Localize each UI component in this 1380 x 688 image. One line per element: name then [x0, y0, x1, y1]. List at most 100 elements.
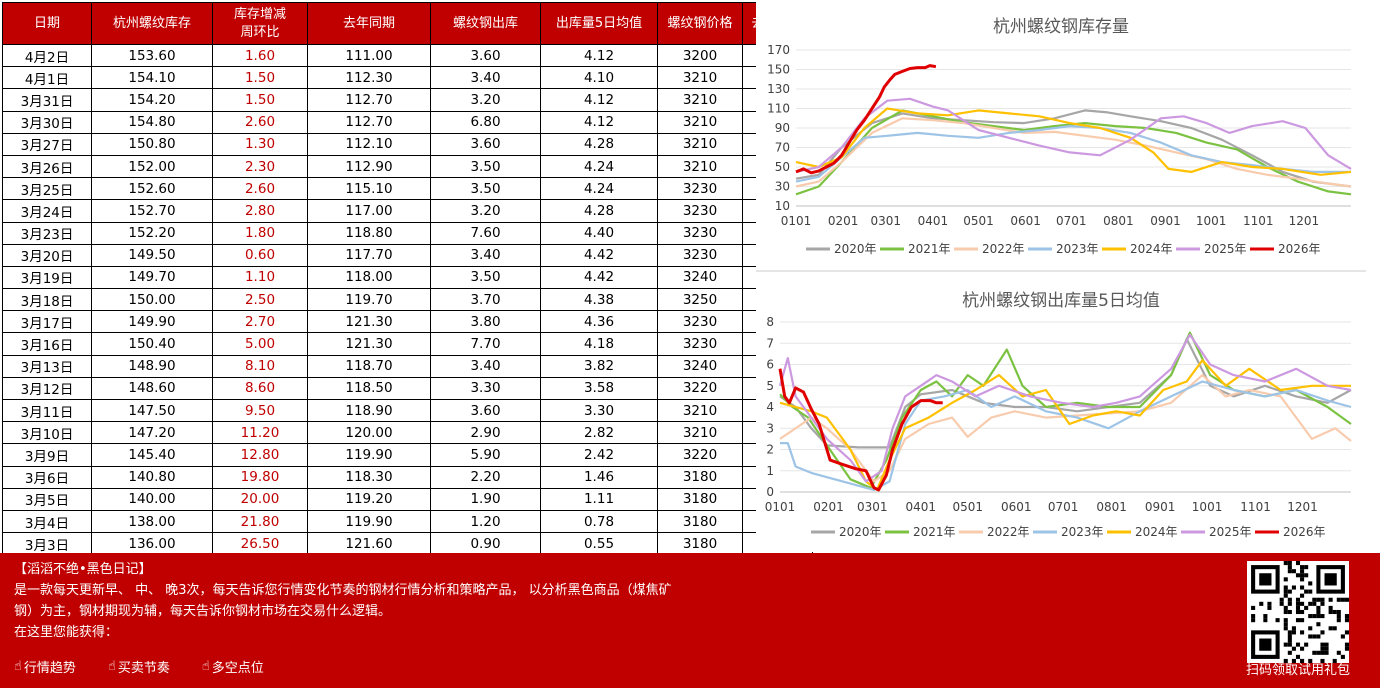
cell-outbound: 3.60: [430, 43, 541, 68]
legend-item: 2023年: [1028, 242, 1099, 256]
cell-weekly-change: 11.20: [212, 421, 308, 445]
x-tick-label: 0101: [781, 214, 812, 228]
cell-outbound-5d-avg: 0.55: [540, 532, 658, 556]
x-tick-label: 0401: [918, 214, 949, 228]
outbound-chart-title: 杭州螺纹钢出库量5日均值: [962, 291, 1160, 311]
x-tick-label: 1101: [1240, 500, 1271, 514]
cell-last-year-inventory: 118.70: [307, 354, 431, 378]
cell-price: 3250: [657, 288, 743, 312]
cell-last-year-inventory: 111.00: [307, 43, 431, 68]
cell-weekly-change: 19.80: [212, 465, 308, 489]
cell-outbound-5d-avg: 4.28: [540, 199, 658, 223]
qr-code[interactable]: [1247, 561, 1349, 663]
cell-inventory: 150.00: [91, 288, 213, 312]
y-tick-label: 8: [766, 315, 774, 329]
legend-label: 2026年: [1278, 242, 1321, 256]
legend-item: 2022年: [954, 242, 1025, 256]
thumbs-up-icon: ☝: [107, 659, 116, 674]
cell-price: 3210: [657, 88, 743, 112]
col-header-outbound: 螺纹钢出库: [430, 2, 541, 45]
x-tick-label: 0901: [1145, 500, 1176, 514]
cell-last-year-inventory: 119.70: [307, 288, 431, 312]
cell-outbound: 3.60: [430, 398, 541, 423]
cell-price: 3240: [657, 265, 743, 290]
cell-last-year-inventory: 121.30: [307, 310, 431, 334]
cell-outbound-5d-avg: 4.12: [540, 43, 658, 68]
cell-last-year-inventory: 121.30: [307, 332, 431, 356]
cell-date: 3月9日: [2, 443, 92, 467]
cell-outbound-5d-avg: 3.30: [540, 398, 658, 423]
cell-weekly-change: 2.70: [212, 310, 308, 334]
cell-date: 3月17日: [2, 310, 92, 334]
legend-label: 2025年: [1209, 525, 1252, 539]
cell-outbound: 6.80: [430, 110, 541, 134]
cell-outbound-5d-avg: 4.28: [540, 132, 658, 156]
thumbs-up-icon: ☝: [14, 659, 22, 674]
col-header-date: 日期: [2, 2, 92, 45]
cell-date: 4月1日: [2, 66, 92, 90]
cell-outbound-5d-avg: 4.10: [540, 66, 658, 90]
cell-date: 3月25日: [2, 177, 92, 201]
cell-inventory: 152.20: [91, 221, 213, 245]
cell-price: 3180: [657, 487, 743, 511]
legend-item: 2024年: [1102, 242, 1173, 256]
x-tick-label: 0301: [870, 214, 901, 228]
cell-price: 3180: [657, 532, 743, 556]
cell-weekly-change: 8.60: [212, 376, 308, 401]
y-tick-label: 7: [766, 336, 774, 350]
cell-date: 3月23日: [2, 221, 92, 245]
x-tick-label: 1001: [1196, 214, 1227, 228]
cell-last-year-inventory: 117.00: [307, 199, 431, 223]
promo-desc-line1: 是一款每天更新早、 中、 晚3次，每天告诉您行情变化节奏的钢材行情分析和策略产品…: [14, 583, 672, 598]
cell-date: 3月30日: [2, 110, 92, 134]
x-tick-label: 0701: [1048, 500, 1079, 514]
cell-date: 3月5日: [2, 487, 92, 511]
legend-item: 2024年: [1107, 525, 1178, 539]
cell-inventory: 148.90: [91, 354, 213, 378]
legend-item: 2022年: [959, 525, 1030, 539]
series-line-2021年: [795, 109, 1352, 196]
cell-weekly-change: 1.50: [212, 88, 308, 112]
cell-outbound: 3.40: [430, 66, 541, 90]
cell-date: 3月18日: [2, 288, 92, 312]
legend-label: 2023年: [1061, 525, 1104, 539]
y-tick-label: 130: [767, 82, 790, 96]
y-tick-label: 110: [767, 102, 790, 116]
cell-weekly-change: 12.80: [212, 443, 308, 467]
cell-inventory: 152.70: [91, 199, 213, 223]
cell-date: 3月16日: [2, 332, 92, 356]
cell-outbound: 2.20: [430, 465, 541, 489]
cell-outbound-5d-avg: 4.12: [540, 88, 658, 112]
cell-date: 3月31日: [2, 88, 92, 112]
cell-inventory: 149.50: [91, 243, 213, 267]
cell-outbound-5d-avg: 4.38: [540, 288, 658, 312]
series-line-2025年: [778, 333, 1352, 483]
cell-last-year-inventory: 112.90: [307, 154, 431, 179]
series-line-2020年: [795, 109, 1352, 188]
cell-price: 3200: [657, 43, 743, 68]
y-tick-label: 10: [775, 199, 790, 213]
inventory-table: 日期 杭州螺纹库存 库存增减 周环比 去年同期 螺纹钢出库 出库量5日均值 螺纹…: [2, 2, 813, 556]
cell-date: 3月19日: [2, 265, 92, 290]
legend-item: 2023年: [1033, 525, 1104, 539]
cell-outbound: 2.90: [430, 421, 541, 445]
cell-last-year-inventory: 119.90: [307, 509, 431, 534]
cell-inventory: 149.90: [91, 310, 213, 334]
cell-outbound-5d-avg: 4.42: [540, 243, 658, 267]
cell-weekly-change: 1.10: [212, 265, 308, 290]
cell-inventory: 154.10: [91, 66, 213, 90]
cell-last-year-inventory: 119.90: [307, 443, 431, 467]
cell-weekly-change: 2.30: [212, 154, 308, 179]
cell-date: 3月12日: [2, 376, 92, 401]
cell-outbound-5d-avg: 3.58: [540, 376, 658, 401]
cell-date: 3月20日: [2, 243, 92, 267]
cell-last-year-inventory: 119.20: [307, 487, 431, 511]
cell-price: 3210: [657, 154, 743, 179]
